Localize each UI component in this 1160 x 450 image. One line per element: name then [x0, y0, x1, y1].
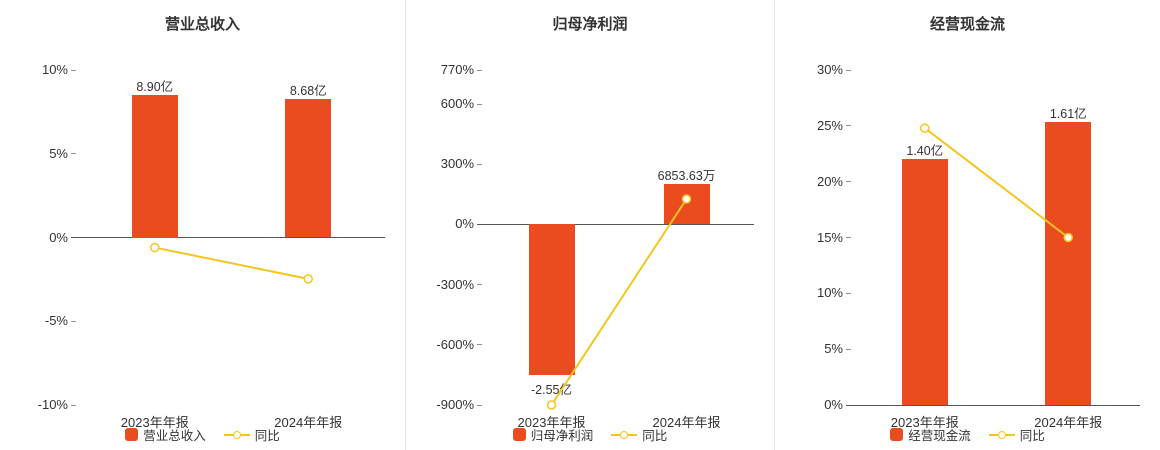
line-series-marker-icon	[611, 430, 638, 439]
chart-title-net-profit: 归母净利润	[552, 16, 628, 33]
plot-area: 770% 600% 300% 0% -300% -600% -900% -2.55亿 2023年…	[436, 62, 754, 430]
legend-label-line-series: 同比	[254, 429, 280, 443]
bar-2024年年报	[1045, 122, 1092, 405]
yoy-line-chart	[546, 194, 692, 410]
bar-series-swatch-icon	[890, 428, 904, 441]
y-axis-tick-label: 0%	[824, 397, 843, 412]
y-axis-tick-label: -600%	[436, 336, 474, 352]
yoy-line-point	[303, 274, 313, 284]
y-axis-tick-mark	[846, 237, 851, 238]
y-axis-tick-label: 25%	[816, 117, 843, 133]
legend-item-line-series[interactable]: 同比	[988, 425, 1045, 444]
y-axis-tick-mark	[477, 344, 482, 346]
x-axis-line	[477, 223, 754, 225]
chart-panel-operating-revenue: 营业总收入 10% 5% 0% -5% -10% 8.90亿 2023年年报 8.68亿 202…	[0, 0, 405, 450]
x-axis-category-label: 2023年年报	[120, 415, 189, 430]
y-axis-tick-mark	[477, 404, 482, 406]
y-axis-tick-label: 10%	[41, 62, 68, 77]
yoy-line-point	[150, 242, 160, 253]
legend-item-line-series[interactable]: 同比	[611, 425, 667, 444]
line-series-marker-icon	[988, 430, 1015, 439]
y-axis-tick-mark	[846, 125, 851, 127]
bar-value-label: -2.55亿	[531, 382, 572, 397]
legend-label-line-series: 同比	[1019, 429, 1045, 443]
legend-label-bar-series: 营业总收入	[143, 429, 206, 443]
bar-value-label: 1.61亿	[1049, 107, 1087, 122]
y-axis-tick-label: 10%	[816, 285, 843, 301]
legend-label-bar-series: 经营现金流	[908, 429, 971, 443]
y-axis-tick-label: 0%	[455, 216, 474, 232]
bar-2023年年报	[528, 224, 575, 375]
x-axis-category-label: 2023年年报	[517, 415, 586, 430]
y-axis-tick-label: 770%	[440, 62, 474, 77]
x-axis-line	[846, 404, 1140, 406]
y-axis-tick-mark	[846, 181, 851, 183]
legend: 营业总收入 同比	[0, 425, 405, 444]
x-axis-line	[71, 237, 385, 238]
chart-panel-net-profit: 归母净利润 770% 600% 300% 0% -300% -600% -900% -2.55…	[405, 0, 775, 450]
y-axis-tick-label: 5%	[49, 145, 68, 161]
y-axis-tick-mark	[71, 404, 76, 406]
legend-label-bar-series: 归母净利润	[530, 429, 594, 443]
bar-2024年年报	[663, 183, 710, 225]
yoy-line	[154, 246, 309, 280]
bar-series-swatch-icon	[512, 428, 526, 441]
legend-item-bar-series[interactable]: 归母净利润	[512, 425, 594, 444]
bar-value-label: 1.40亿	[906, 144, 944, 159]
x-axis-category-label: 2024年年报	[1034, 415, 1103, 430]
yoy-line-point	[920, 123, 930, 133]
chart-title-operating-cash-flow: 经营现金流	[929, 16, 1005, 33]
legend-item-bar-series[interactable]: 经营现金流	[890, 425, 971, 444]
plot-area: 30% 25% 20% 15% 10% 5% 0% 1.40亿 2023年年报 1.61亿 2024…	[817, 62, 1140, 430]
y-axis-tick-mark	[846, 292, 851, 294]
plot-area: 10% 5% 0% -5% -10% 8.90亿 2023年年报 8.68亿 2024年年报	[38, 62, 385, 430]
y-axis-tick-label: -300%	[436, 276, 474, 292]
y-axis-tick-mark	[71, 153, 76, 155]
y-axis-tick-mark	[477, 163, 482, 165]
y-axis-tick-label: 30%	[816, 62, 843, 77]
bar-2023年年报	[131, 95, 178, 238]
yoy-line-point	[546, 400, 557, 410]
y-axis-tick-label: 300%	[440, 156, 474, 172]
legend-label-line-series: 同比	[642, 429, 668, 443]
bar-value-label: 6853.63万	[657, 168, 716, 183]
y-axis-tick-label: -5%	[44, 313, 68, 329]
x-axis-category-label: 2024年年报	[274, 415, 343, 430]
chart-title-operating-revenue: 营业总收入	[164, 16, 240, 33]
legend-item-bar-series[interactable]: 营业总收入	[125, 425, 206, 444]
y-axis-tick-label: 0%	[49, 229, 68, 245]
y-axis-tick-label: 600%	[440, 96, 474, 112]
x-axis-category-label: 2023年年报	[890, 415, 959, 430]
y-axis-tick-mark	[477, 69, 482, 71]
line-series-marker-icon	[223, 430, 250, 439]
y-axis-tick-mark	[846, 69, 851, 71]
y-axis-tick-mark	[71, 320, 76, 322]
y-axis-tick-mark	[477, 103, 482, 105]
y-axis-tick-label: -900%	[436, 397, 474, 412]
y-axis-tick-label: 15%	[816, 229, 843, 245]
y-axis-tick-mark	[71, 69, 76, 71]
bar-2023年年报	[901, 159, 948, 405]
y-axis-tick-label: 20%	[816, 173, 843, 189]
y-axis-tick-label: -10%	[37, 397, 68, 412]
legend: 归母净利润 同比	[406, 425, 774, 444]
bar-value-label: 8.90亿	[136, 80, 174, 95]
legend-item-line-series[interactable]: 同比	[223, 425, 280, 444]
y-axis-tick-mark	[477, 284, 482, 286]
x-axis-category-label: 2024年年报	[652, 415, 721, 430]
y-axis-tick-mark	[846, 348, 851, 350]
y-axis-tick-label: 5%	[824, 341, 843, 357]
chart-panel-operating-cash-flow: 经营现金流 30% 25% 20% 15% 10% 5% 0% 1.40亿 2023年年报 1.6…	[775, 0, 1160, 450]
bar-2024年年报	[285, 98, 332, 238]
legend: 经营现金流 同比	[775, 425, 1160, 444]
bar-value-label: 8.68亿	[289, 83, 327, 98]
bar-series-swatch-icon	[125, 428, 139, 441]
